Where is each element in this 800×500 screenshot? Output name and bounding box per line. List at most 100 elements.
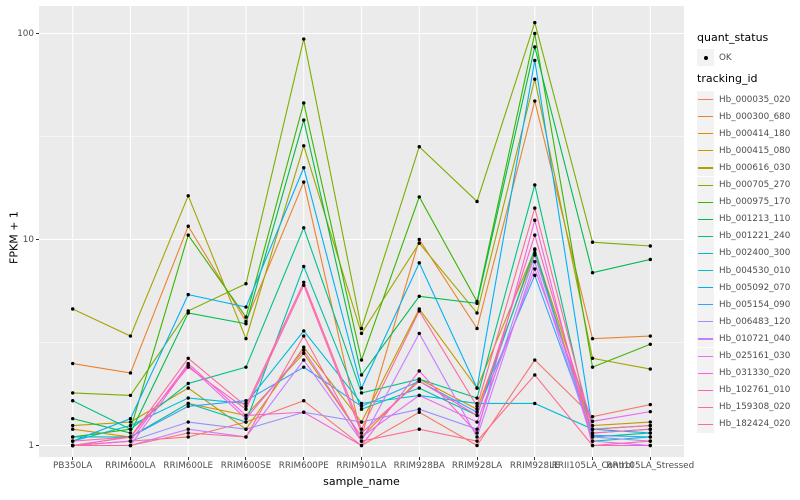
data-point (590, 365, 595, 369)
x-tickmark (187, 457, 189, 460)
legend-label: Hb_005154_090 (719, 299, 791, 310)
data-point (244, 365, 248, 369)
legend-label: Hb_025161_030 (719, 351, 791, 362)
data-point (302, 37, 306, 41)
data-point (244, 427, 248, 431)
legend-label: Hb_182424_020 (719, 419, 791, 430)
x-tickmark (245, 457, 247, 460)
x-tickmark (303, 457, 305, 460)
x-tick-label-RRIM928BA: RRIM928BA (393, 461, 445, 471)
data-point (302, 226, 306, 230)
data-point (302, 283, 306, 287)
data-point (533, 247, 537, 251)
data-point (244, 413, 248, 418)
ok-point-key (697, 49, 714, 67)
data-point (417, 145, 421, 149)
data-point (244, 404, 248, 408)
data-point (186, 356, 190, 361)
data-point (359, 401, 364, 406)
data-point (417, 237, 421, 242)
data-point (244, 416, 248, 421)
data-point (302, 358, 306, 362)
x-tickmark (534, 457, 536, 460)
data-point (533, 267, 537, 271)
data-point (475, 420, 479, 424)
legend-label: Hb_031330_020 (719, 368, 791, 379)
data-point (186, 435, 190, 439)
x-tickmark (418, 457, 420, 460)
data-point (417, 309, 421, 313)
legend-key (697, 142, 714, 160)
data-point (533, 58, 537, 63)
data-point (302, 398, 306, 403)
data-point (417, 195, 421, 199)
legend: quant_status OK tracking_id Hb_000035_02… (692, 0, 800, 500)
data-point (302, 334, 306, 338)
line-swatch-icon (698, 99, 713, 101)
legend-key (697, 125, 714, 143)
data-point (417, 369, 421, 373)
data-point (71, 416, 75, 421)
legend-item-Hb_001213_110: Hb_001213_110 (697, 210, 790, 228)
line-swatch-icon (698, 372, 713, 374)
legend-key (697, 91, 714, 109)
line-swatch-icon (698, 201, 713, 203)
data-point (475, 443, 479, 448)
line-swatch-icon (698, 321, 713, 323)
legend-item-Hb_182424_020: Hb_182424_020 (697, 415, 791, 433)
legend-label: Hb_000415_080 (719, 145, 791, 156)
data-point (186, 361, 190, 366)
data-point (128, 416, 133, 421)
x-tickmark (649, 457, 651, 460)
data-point (648, 402, 652, 407)
x-tickmark (361, 457, 362, 460)
data-point (359, 404, 364, 408)
data-point (533, 218, 537, 222)
y-tick-label: 1 (28, 440, 34, 451)
legend-key (697, 193, 714, 211)
data-point (475, 401, 479, 406)
legend-key (697, 296, 714, 314)
x-tick-label-RRIM928LE: RRIM928LE (509, 461, 560, 471)
data-point (71, 443, 75, 448)
data-point (128, 371, 133, 375)
legend-label: Hb_159308_020 (719, 402, 791, 413)
legend-item-Hb_000415_080: Hb_000415_080 (697, 142, 791, 160)
legend-title-quant-status: quant_status (697, 31, 769, 44)
legend-item-Hb_000300_680: Hb_000300_680 (697, 108, 790, 126)
chart-canvas (39, 6, 684, 457)
data-point (590, 336, 595, 341)
legend-item-Hb_005154_090: Hb_005154_090 (697, 296, 791, 314)
data-point (648, 409, 652, 414)
data-point (359, 358, 364, 362)
data-point (302, 180, 306, 184)
data-point (648, 420, 652, 424)
data-point (186, 401, 190, 406)
x-tick-label-PB350LA: PB350LA (53, 461, 93, 471)
data-point (475, 386, 479, 390)
legend-label: Hb_004530_010 (719, 265, 791, 276)
data-point (359, 391, 364, 395)
data-point (302, 118, 306, 122)
data-point (475, 301, 479, 306)
data-point (648, 334, 652, 338)
data-point (590, 270, 595, 275)
data-point (590, 414, 595, 419)
data-point (128, 393, 133, 398)
data-point (590, 356, 595, 361)
legend-key (697, 244, 714, 262)
line-swatch-icon (698, 338, 713, 340)
data-point (128, 431, 133, 435)
line-swatch-icon (698, 235, 713, 237)
data-point (533, 260, 537, 264)
data-point (359, 420, 364, 424)
data-point (186, 365, 190, 369)
legend-label: Hb_010721_040 (719, 333, 791, 344)
legend-key (697, 176, 714, 194)
data-point (648, 431, 652, 435)
data-point (186, 386, 190, 390)
line-swatch-icon (698, 287, 713, 289)
data-point (359, 435, 364, 439)
legend-label: Hb_006483_120 (719, 316, 791, 327)
